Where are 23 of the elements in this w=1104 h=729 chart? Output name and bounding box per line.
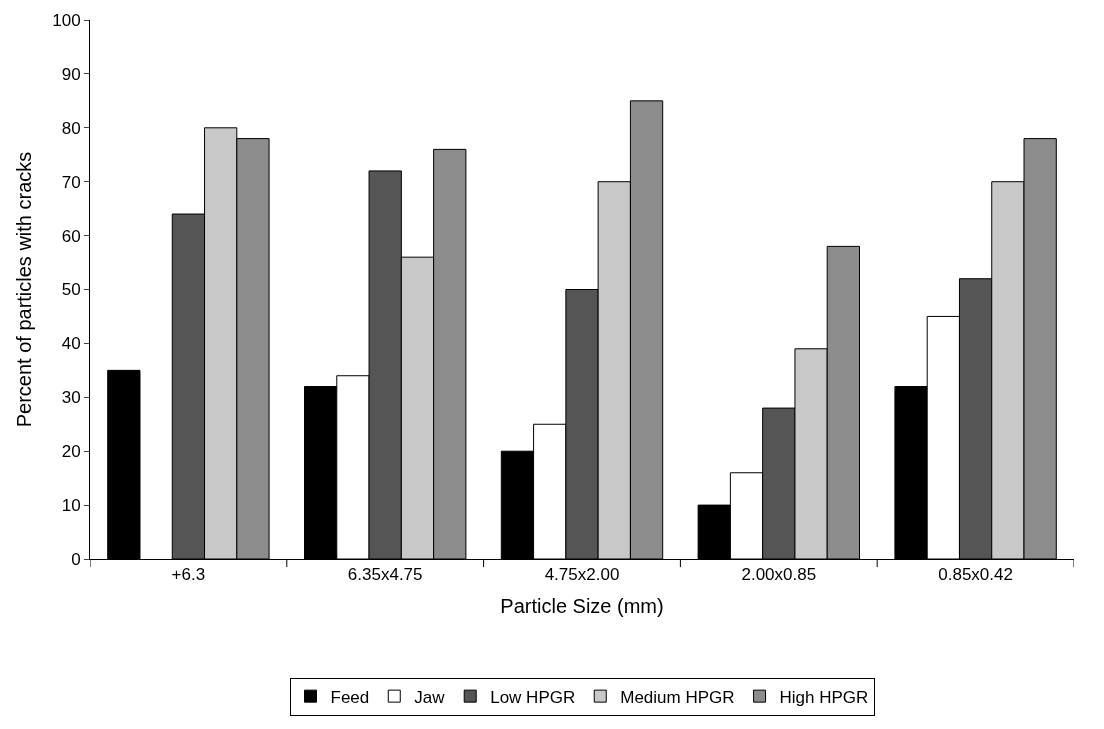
y-tick-label: 80 xyxy=(61,118,81,138)
y-tick-label: 50 xyxy=(61,280,81,300)
y-axis-title: Percent of particles with cracks xyxy=(12,151,35,428)
y-tick-label: 40 xyxy=(61,334,81,354)
y-tick-label: 100 xyxy=(52,10,81,30)
legend-label: Low HPGR xyxy=(490,687,576,707)
x-tick-label: +6.3 xyxy=(171,565,206,585)
x-axis-title: Particle Size (mm) xyxy=(500,594,664,617)
y-tick-label: 20 xyxy=(61,442,81,462)
y-tick-label: 90 xyxy=(61,64,81,84)
y-tick-label: 30 xyxy=(61,388,81,408)
legend-label: High HPGR xyxy=(779,687,869,707)
legend-label: Medium HPGR xyxy=(620,687,735,707)
legend-label: Jaw xyxy=(414,687,446,707)
x-tick-label: 4.75x2.00 xyxy=(544,565,620,585)
y-tick-label: 0 xyxy=(71,549,81,569)
legend-label: Feed xyxy=(330,687,370,707)
y-tick-label: 70 xyxy=(61,172,81,192)
x-tick-label: 6.35x4.75 xyxy=(347,565,423,585)
x-tick-label: 0.85x0.42 xyxy=(938,565,1013,585)
y-tick-label: 10 xyxy=(61,496,81,516)
x-tick-label: 2.00x0.85 xyxy=(741,565,817,585)
y-tick-label: 60 xyxy=(61,226,81,246)
